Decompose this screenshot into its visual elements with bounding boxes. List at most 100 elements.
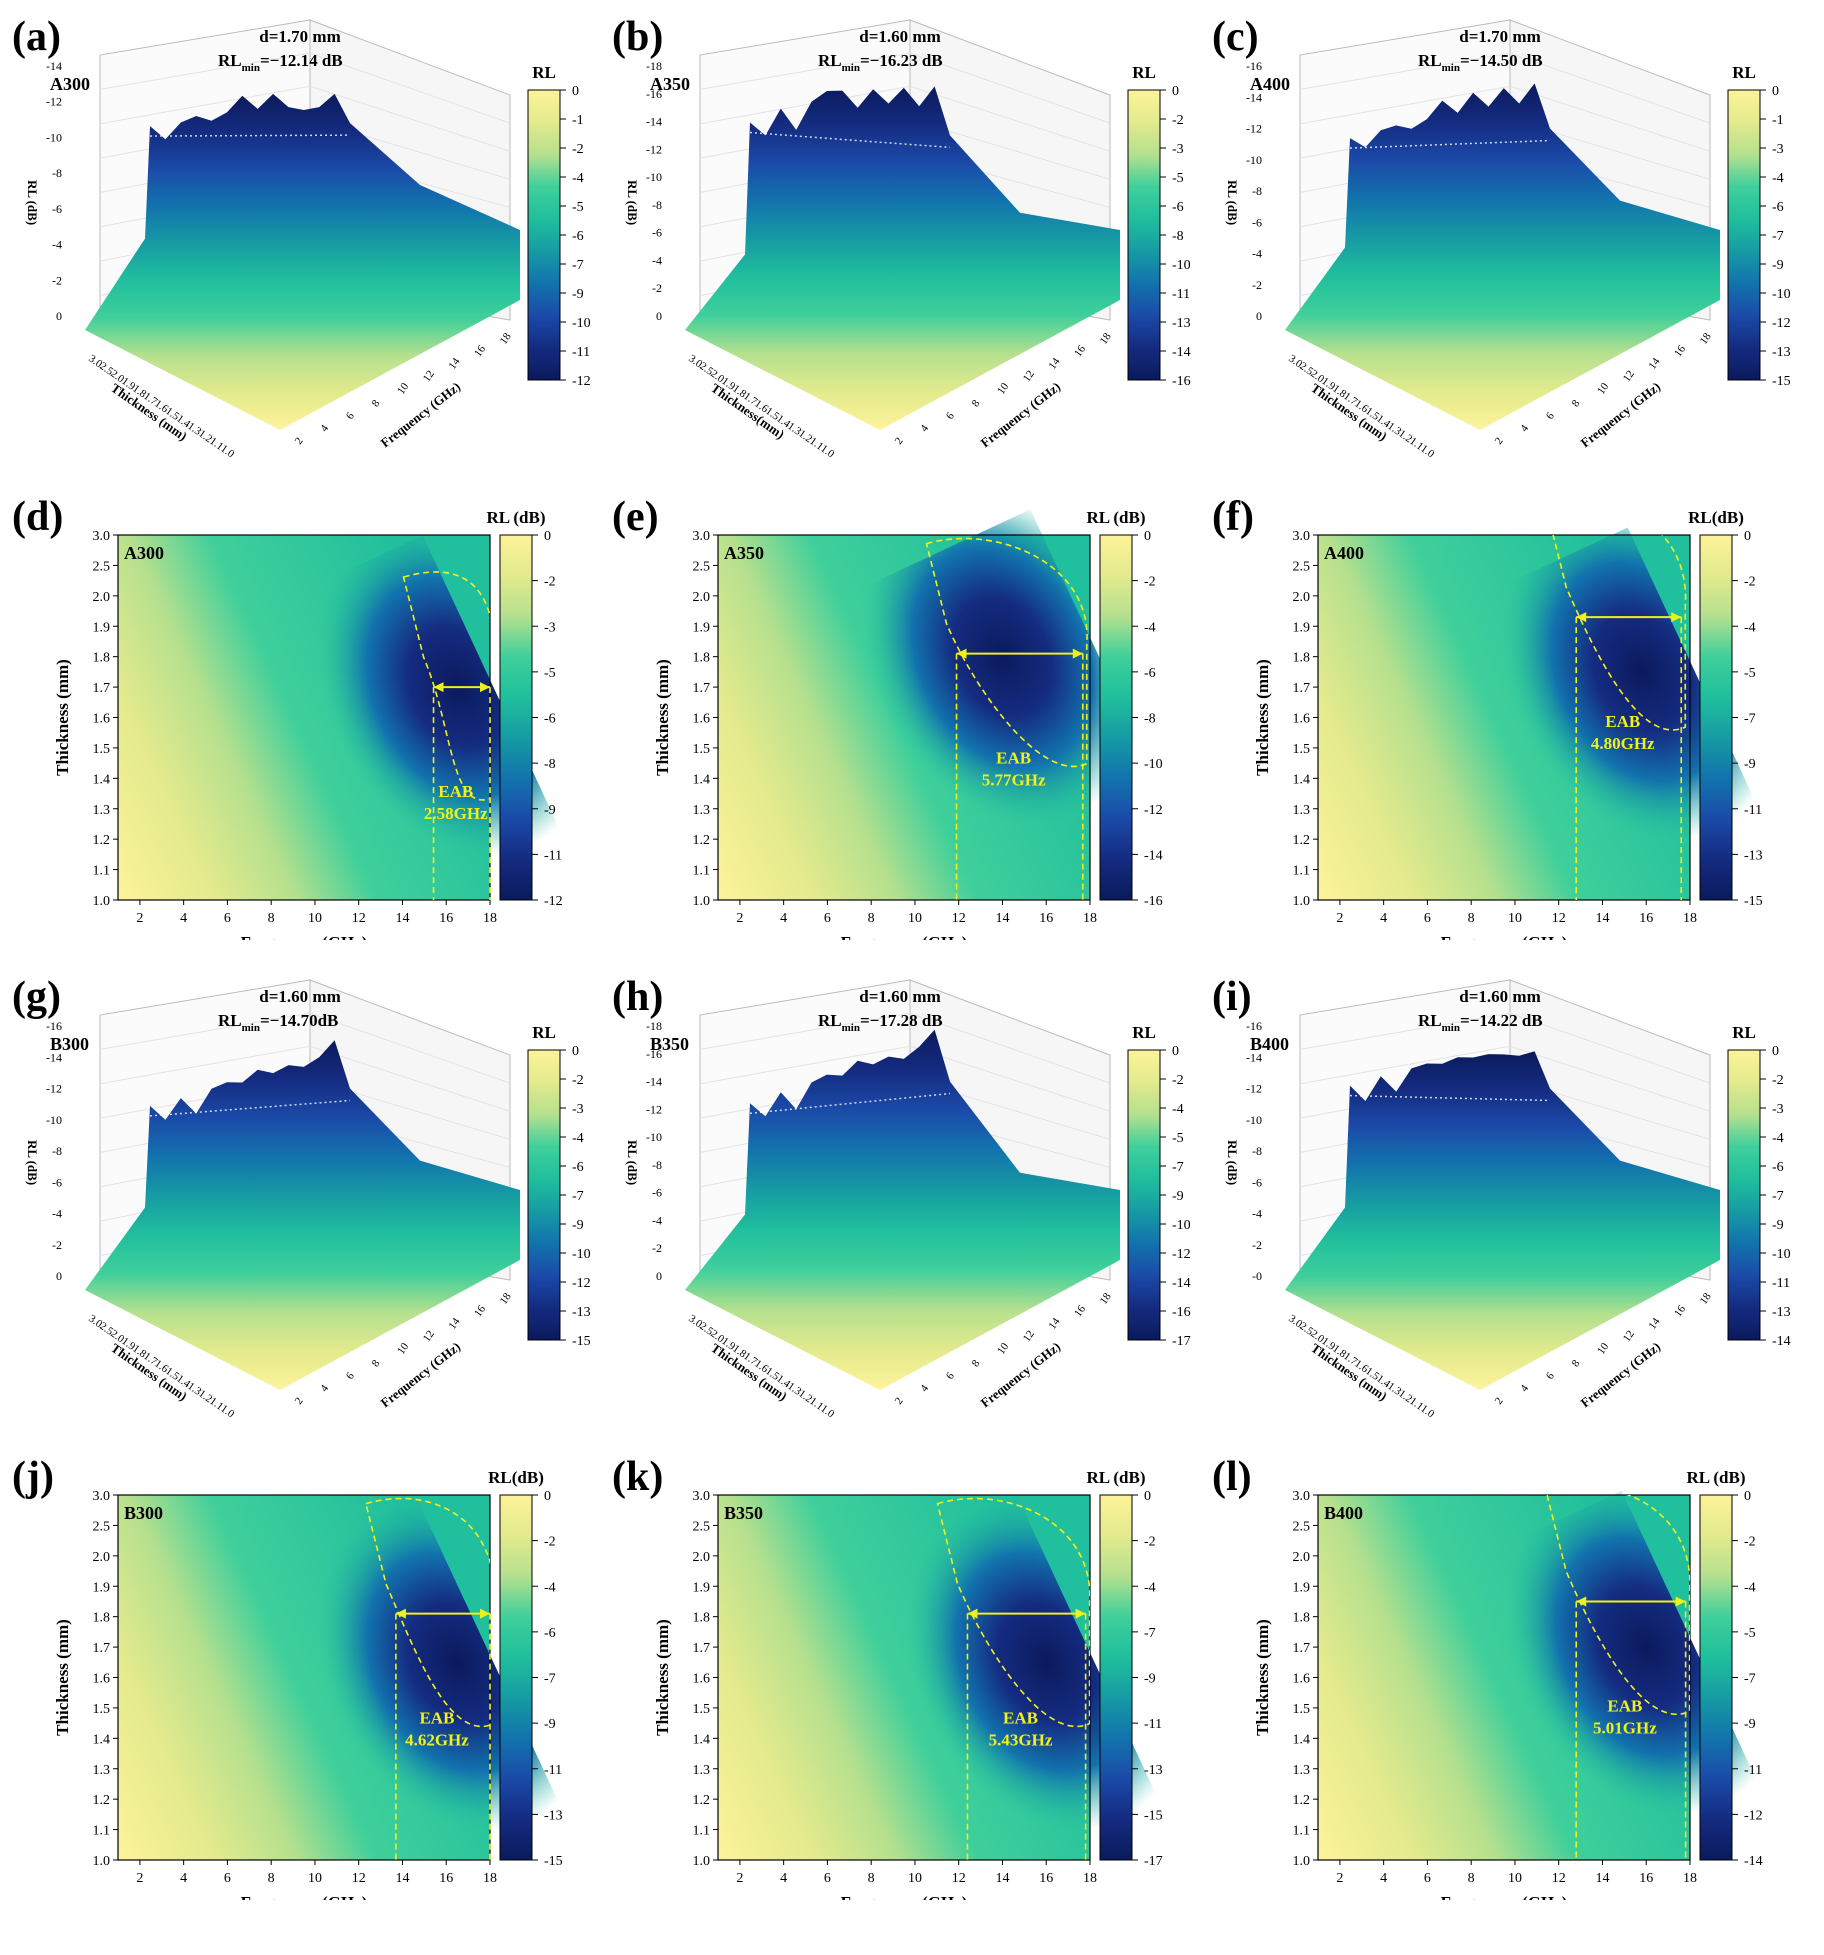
colorbar-title: RL (dB) — [486, 508, 545, 527]
colorbar-tick-label: -7 — [1744, 712, 1756, 727]
colorbar-tick-label: -5 — [1744, 1626, 1756, 1641]
colorbar-tick-label: -11 — [1172, 287, 1190, 302]
x-tick-label: 4 — [1518, 422, 1531, 434]
colorbar-title: RL — [1732, 1023, 1756, 1042]
panel-label: (h) — [612, 974, 663, 1020]
x-tick-label: 6 — [824, 1871, 831, 1886]
z-tick-label: -6 — [652, 226, 662, 240]
colorbar-tick-label: -6 — [572, 229, 584, 244]
rl-min-dotted-line — [1349, 139, 1551, 149]
colorbar-tick-label: -14 — [1772, 1334, 1791, 1349]
colorbar-tick-label: -2 — [1172, 1073, 1184, 1088]
rl-surface — [685, 86, 1120, 431]
heatmap-plot: EAB 4.62GHz 1.0 1.1 1.2 1.3 1.4 1.5 1.6 1.7 1.8 1.9… — [12, 1454, 571, 1912]
y-tick-label: 1.3 — [93, 803, 111, 818]
z-tick-label: -18 — [646, 59, 662, 73]
y-tick-label: 1.7 — [1293, 681, 1311, 696]
eab-label: EAB — [1605, 712, 1640, 731]
colorbar-tick-label: -12 — [544, 894, 563, 909]
x-tick-label: 4 — [918, 1382, 931, 1394]
eab-arrow-left — [1576, 1596, 1587, 1607]
colorbar-tick-label: -2 — [544, 575, 556, 590]
annotation-rlmin: RLmin=−17.28 dB — [818, 1011, 943, 1034]
panel-k: EAB 5.43GHz 1.0 1.1 1.2 1.3 1.4 1.5 1.6 1.7 1.8 1.9… — [600, 1440, 1200, 1912]
eab-arrow-right — [1675, 1596, 1686, 1607]
rl-surface — [1285, 83, 1720, 431]
sample-label: B350 — [650, 1034, 689, 1054]
colorbar-tick-label: -9 — [1172, 1189, 1184, 1204]
y-tick-label: 3.0 — [693, 1489, 711, 1504]
colorbar — [499, 1494, 533, 1861]
colorbar-tick-label: -13 — [1144, 1763, 1163, 1778]
colorbar-tick-label: -12 — [572, 374, 591, 389]
x-tick-label: 12 — [352, 1871, 366, 1886]
x-tick-label: 18 — [1698, 1290, 1714, 1306]
z-tick-label: -8 — [52, 166, 62, 180]
x-tick-label: 10 — [1508, 911, 1522, 926]
y-tick-label: 1.7 — [693, 1641, 711, 1656]
x-tick-label: 16 — [1039, 1871, 1053, 1886]
z-tick-label: -16 — [1246, 1019, 1262, 1033]
x-tick-label: 12 — [1021, 1328, 1037, 1344]
z-tick-label: -2 — [652, 281, 662, 295]
colorbar-tick-label: -9 — [1744, 1717, 1756, 1732]
colorbar-tick-label: -10 — [1172, 258, 1191, 273]
heatmap-plot: EAB 2.58GHz 1.0 1.1 1.2 1.3 1.4 1.5 1.6 1.7 1.8 1.9… — [12, 494, 577, 952]
rl-10db-contour — [364, 1497, 490, 1727]
colorbar-tick-label: -16 — [1144, 894, 1163, 909]
y-tick-label: 1.8 — [1293, 651, 1311, 666]
colorbar-tick-label: -9 — [1144, 1672, 1156, 1687]
colorbar-tick-label: -4 — [544, 1580, 556, 1595]
z-tick-label: -6 — [52, 1175, 62, 1189]
rl-10db-contour — [402, 571, 490, 801]
y-tick-label: 1.3 — [1293, 1763, 1311, 1778]
surface-plot: -16-14-12-10-8-6-4-2-0RL (dB)3.02.52.01.… — [1212, 974, 1791, 1421]
rl-10db-contour — [936, 1497, 1090, 1728]
x-tick-label: 16 — [1072, 343, 1088, 359]
y-axis-title: Thickness (mm) — [53, 1619, 72, 1736]
colorbar — [1099, 1494, 1133, 1861]
y-tick-label: 1.6 — [93, 712, 111, 727]
z-tick-label: -6 — [1252, 1175, 1262, 1189]
colorbar-tick-label: -11 — [544, 1763, 562, 1778]
y-tick-label: 1.6 — [693, 712, 711, 727]
z-tick-label: -12 — [46, 95, 62, 109]
x-tick-label: 14 — [395, 1871, 409, 1886]
y-tick-label: 1.5 — [1293, 742, 1311, 757]
eab-value: 5.43GHz — [989, 1731, 1053, 1750]
x-tick-label: 8 — [868, 1871, 875, 1886]
y-tick-label: 2.0 — [693, 1550, 711, 1565]
x-tick-label: 16 — [1672, 343, 1688, 359]
x-tick-label: 4 — [918, 422, 931, 434]
y-tick-label: 1.9 — [1293, 620, 1311, 635]
eab-arrow-right — [1671, 612, 1682, 623]
colorbar-tick-label: -12 — [1144, 803, 1163, 818]
colorbar — [1127, 89, 1161, 381]
colorbar — [1727, 1049, 1761, 1341]
colorbar-tick-label: -9 — [572, 287, 584, 302]
colorbar-tick-label: -13 — [544, 1808, 563, 1823]
y-tick-label: 1.1 — [93, 864, 111, 879]
x-tick-label: 2 — [1493, 1395, 1506, 1406]
colorbar-tick-label: -9 — [1744, 757, 1756, 772]
x-tick-label: 2 — [893, 435, 906, 446]
x-tick-label: 4 — [318, 422, 331, 434]
y-tick-label: 1.3 — [1293, 803, 1311, 818]
y-tick-label: 2.0 — [1293, 1550, 1311, 1565]
eab-arrow-left — [1576, 612, 1587, 623]
panel-a: -14 -12 -10 -8 -6 -4 -2 0 RL (dB) 3.0 2.5 2.0 1.9 1.8… — [0, 0, 600, 469]
z-tick-label: -12 — [646, 1102, 662, 1116]
colorbar-tick-label: -4 — [1772, 1131, 1784, 1146]
z-tick-label: -10 — [646, 1130, 662, 1144]
rl-surface — [685, 1029, 1120, 1390]
colorbar-tick-label: -12 — [1744, 1808, 1763, 1823]
x-tick-label: 14 — [1646, 1315, 1662, 1331]
colorbar-tick-label: 0 — [572, 1044, 579, 1059]
colorbar — [1127, 1049, 1161, 1341]
panel-label: (f) — [1212, 494, 1254, 540]
colorbar-tick-label: -11 — [1144, 1717, 1162, 1732]
colorbar-tick-label: 0 — [1744, 1489, 1751, 1504]
z-tick-label: -8 — [652, 1158, 662, 1172]
